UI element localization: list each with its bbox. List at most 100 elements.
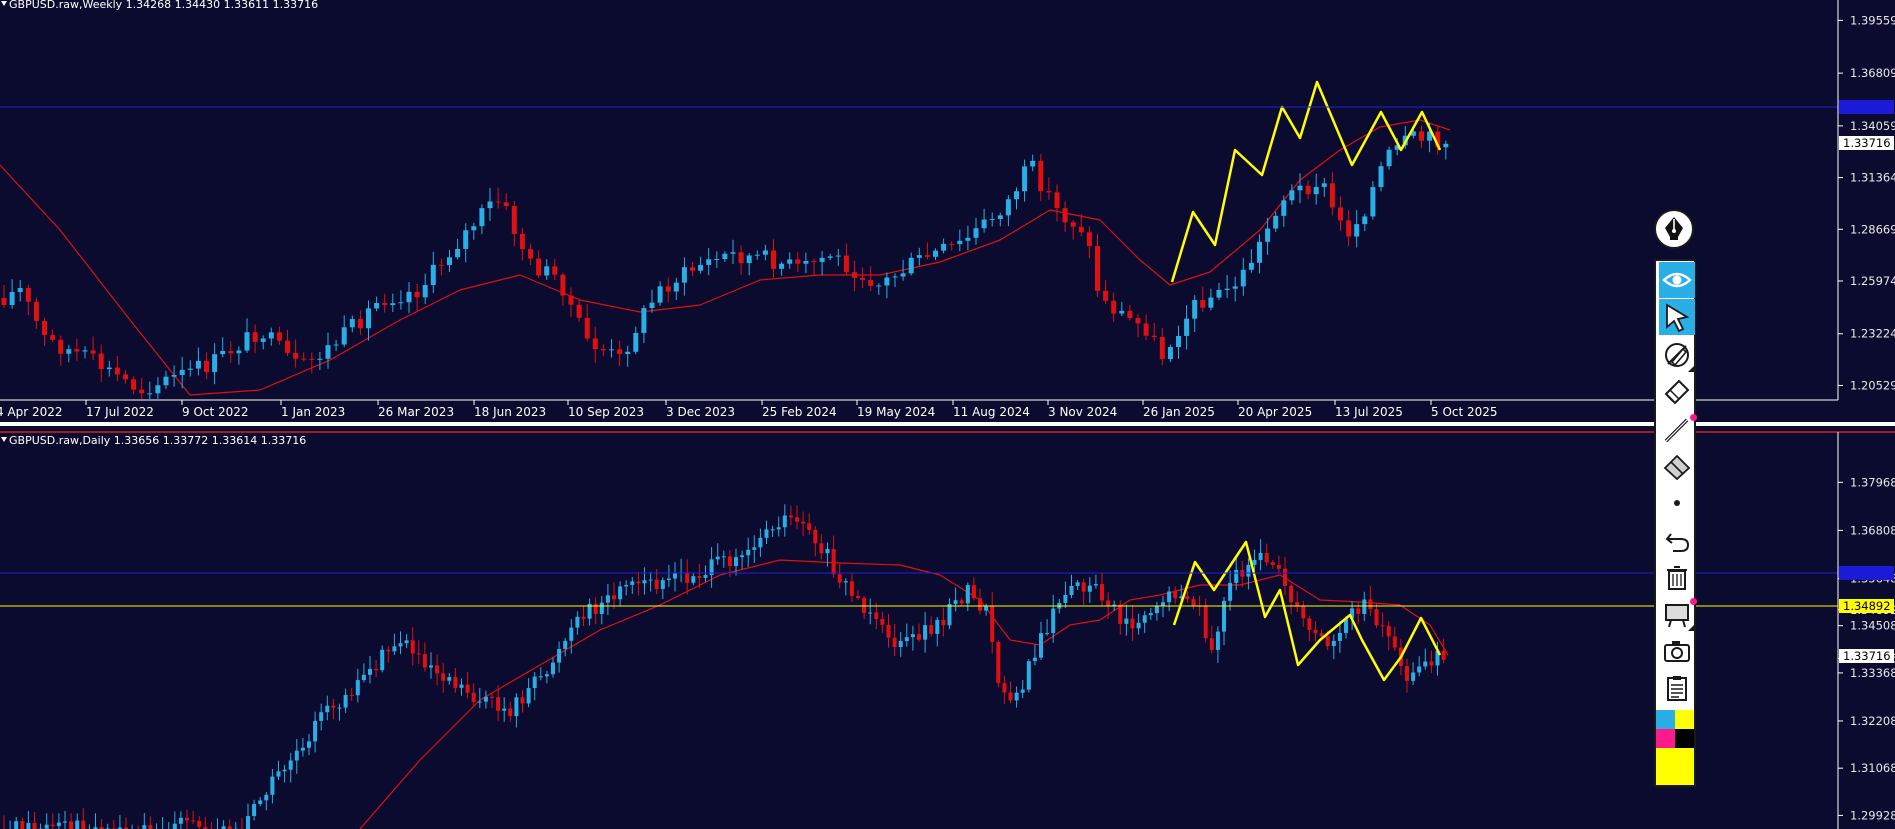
candle-body: [1386, 625, 1391, 637]
candle-body: [860, 277, 866, 280]
candle-body: [66, 349, 72, 354]
candle-body: [1246, 564, 1251, 577]
clipboard-tool-button[interactable]: [1659, 670, 1695, 706]
screen-tool-badge: [1690, 598, 1697, 605]
cursor-tool-button[interactable]: [1659, 299, 1695, 335]
eraser-tool-button[interactable]: [1659, 448, 1695, 484]
price-tick-label: 1.36808: [1850, 523, 1895, 537]
candle-body: [1069, 585, 1074, 595]
candle-body: [633, 332, 639, 352]
line-tool-button[interactable]: [1659, 411, 1697, 447]
candle-body: [124, 827, 128, 829]
candle-body: [1362, 599, 1367, 614]
candle-body: [957, 240, 963, 245]
candle-body: [1423, 661, 1428, 667]
candle-body: [416, 653, 421, 655]
candle-body: [1405, 665, 1409, 681]
candle-body: [544, 266, 550, 276]
candle-body: [1086, 232, 1092, 247]
pen-cancel-tool-button[interactable]: [1659, 337, 1695, 373]
daily-collapse-icon[interactable]: [1, 437, 7, 442]
candle-body: [1374, 609, 1379, 626]
candle-body: [762, 250, 768, 255]
weekly-hline-tag: 1.34059: [1843, 100, 1891, 114]
candle-body: [592, 338, 598, 350]
candle-body: [754, 254, 760, 256]
candle-body: [422, 285, 428, 298]
candle-body: [1203, 606, 1208, 639]
magenta-color-swatch[interactable]: [1656, 729, 1675, 748]
candle-body: [552, 266, 558, 275]
candle-body: [227, 826, 232, 829]
candle-body: [1319, 633, 1324, 637]
candle-body: [1305, 185, 1311, 195]
candle-body: [609, 349, 614, 351]
camera-tool-button[interactable]: [1659, 633, 1695, 669]
weekly-chart-pane[interactable]: 1.39559 1.36809 1.34059 1.31364 1.28669 1.259…: [0, 0, 1895, 419]
candle-body: [581, 616, 586, 619]
price-tick-label: 1.34508: [1850, 619, 1895, 633]
candle-body: [58, 339, 64, 354]
candle-body: [779, 263, 785, 269]
candle-body: [837, 574, 842, 583]
candle-body: [1386, 149, 1392, 167]
large-yellow-color-swatch[interactable]: [1656, 748, 1694, 785]
candle-body: [587, 603, 592, 619]
candle-body: [25, 288, 31, 302]
yellow-color-swatch[interactable]: [1675, 710, 1694, 729]
candle-body: [1185, 596, 1190, 600]
price-tick-label: 1.20529: [1850, 378, 1895, 392]
candle-body: [212, 354, 218, 373]
candle-body: [1173, 591, 1178, 599]
candle-body: [32, 823, 37, 829]
daily-chart-pane[interactable]: 1.37968 1.36808 1.35648 1.34892 1.34508 1.337…: [0, 432, 1895, 829]
candle-body: [1350, 608, 1355, 619]
candle-body: [228, 350, 234, 354]
screen-tool-button[interactable]: [1659, 596, 1697, 632]
candle-body: [1252, 559, 1257, 565]
candle-body: [203, 826, 208, 829]
candle-body: [285, 340, 290, 353]
date-tick-label: 20 Apr 2025: [1238, 405, 1312, 419]
candle-body: [714, 258, 720, 260]
candle-body: [1224, 288, 1230, 290]
candle-body: [319, 712, 324, 721]
candle-body: [1222, 600, 1226, 632]
candle-body: [1216, 289, 1222, 298]
candle-body: [430, 264, 436, 286]
weekly-collapse-icon[interactable]: [1, 1, 7, 6]
candle-body: [56, 822, 61, 827]
pane-separator[interactable]: [0, 422, 1895, 426]
candle-body: [916, 255, 922, 258]
dot-tool-button[interactable]: [1659, 485, 1695, 521]
highlighter-tool-button[interactable]: [1659, 374, 1695, 410]
weekly-hline-tag-box: [1839, 100, 1894, 114]
candle-body: [374, 303, 380, 309]
candle-body: [301, 358, 307, 360]
candle-body: [795, 517, 799, 522]
candle-body: [106, 367, 112, 370]
eraser-icon: [1663, 454, 1691, 481]
date-tick-label: 5 Oct 2025: [1431, 405, 1498, 419]
candle-body: [971, 584, 976, 599]
undo-tool-button[interactable]: [1659, 522, 1695, 558]
daily-chart-title: GBPUSD.raw,Daily 1.33656 1.33772 1.33614…: [9, 434, 306, 447]
candle-body: [179, 369, 185, 376]
candle-body: [81, 820, 86, 829]
candle-body: [374, 668, 379, 671]
date-tick-label: 4 Apr 2022: [0, 405, 63, 419]
black-color-swatch[interactable]: [1675, 729, 1694, 748]
price-tick-label: 1.32208: [1850, 714, 1895, 728]
candle-body: [93, 827, 98, 829]
eye-tool-button[interactable]: [1659, 262, 1695, 298]
cyan-color-swatch[interactable]: [1656, 710, 1675, 729]
candle-body: [90, 350, 96, 354]
screen-tool-submenu-icon: [1688, 625, 1694, 631]
trash-tool-button[interactable]: [1659, 559, 1695, 595]
price-tick-label: 1.31364: [1850, 171, 1895, 185]
price-tick-label: 1.39559: [1850, 13, 1895, 27]
pen-logo[interactable]: [1654, 209, 1694, 249]
candle-body: [538, 676, 543, 678]
price-tick-label: 1.25974: [1850, 274, 1895, 288]
